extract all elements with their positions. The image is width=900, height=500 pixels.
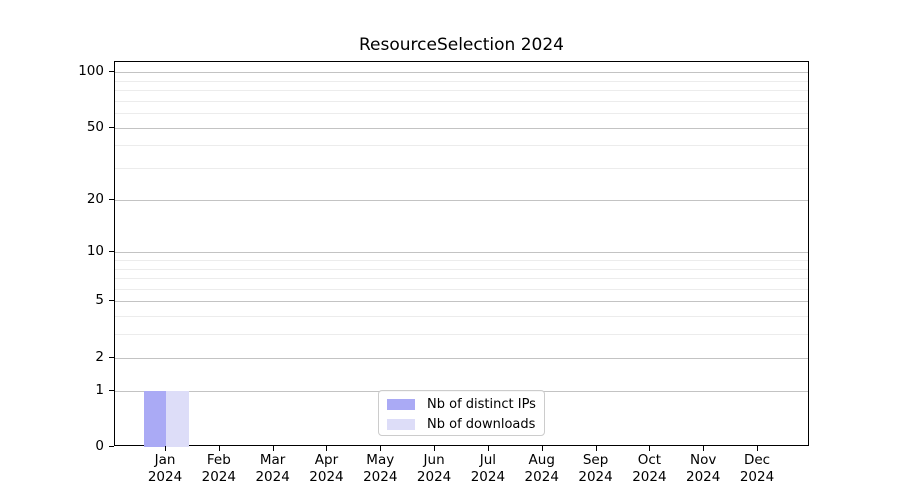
gridline-major [115,127,808,129]
x-tick-label: Jun 2024 [407,452,461,486]
gridline-minor [115,113,808,115]
legend-swatch-nb-of-downloads [387,418,415,430]
x-tick-label: Sep 2024 [569,452,623,486]
legend: Nb of distinct IPs Nb of downloads [378,390,545,436]
x-tick-mark [380,446,382,451]
gridline-minor [115,288,808,290]
x-tick-year: 2024 [632,469,667,485]
x-tick-mark [703,446,705,451]
y-tick-label: 50 [86,118,104,135]
x-tick-label: Oct 2024 [622,452,676,486]
x-tick-label: Apr 2024 [299,452,353,486]
x-tick-mark [272,446,274,451]
gridline-major [115,199,808,201]
y-tick-label: 100 [78,63,104,80]
x-tick-label: Dec 2024 [730,452,784,486]
gridline-major [115,357,808,359]
y-tick-label: 2 [95,348,104,365]
y-tick-mark [109,251,114,253]
legend-swatch-nb-of-distinct-ips [387,398,415,410]
x-tick-label: Nov 2024 [676,452,730,486]
x-tick-year: 2024 [524,469,559,485]
y-tick-mark [109,356,114,358]
y-tick-label: 0 [95,438,104,454]
x-tick-year: 2024 [416,469,452,485]
y-tick-mark [109,126,114,128]
x-tick-month: May [366,452,395,468]
gridline-minor [115,334,808,336]
x-tick-mark [595,446,597,451]
gridline-minor [115,80,808,82]
x-tick-year: 2024 [147,469,183,485]
gridline-minor [115,168,808,170]
x-tick-year: 2024 [255,469,290,485]
y-tick-label: 1 [95,381,104,398]
y-tick-mark [109,71,114,73]
gridline-minor [115,260,808,261]
gridline-major [115,252,808,254]
x-tick-year: 2024 [470,469,506,485]
x-tick-month: Aug [528,452,555,468]
x-tick-month: Oct [637,452,662,468]
x-tick-label: Feb 2024 [192,452,246,486]
legend-row: Nb of distinct IPs [379,394,544,414]
legend-row: Nb of downloads [379,414,544,434]
y-tick-label: 10 [86,243,104,260]
x-tick-mark [218,446,220,451]
bar-nb-of-distinct-ips [143,390,166,447]
y-tick-label: 20 [86,190,104,207]
legend-label: Nb of distinct IPs [427,396,536,412]
gridline-major [115,301,808,303]
x-tick-month: Mar [259,452,286,468]
x-tick-year: 2024 [363,469,398,485]
x-tick-label: Jul 2024 [461,452,515,486]
y-tick-mark [109,300,114,302]
x-tick-month: Jun [423,452,445,468]
x-tick-year: 2024 [739,469,775,485]
x-tick-mark [649,446,651,451]
x-tick-mark [434,446,436,451]
y-tick-mark [109,389,114,391]
gridline-minor [115,268,808,270]
x-tick-mark [541,446,543,451]
gridline-minor [115,90,808,92]
x-tick-label: Jan 2024 [138,452,192,486]
x-tick-month: Jan [154,452,176,468]
gridline-minor [115,145,808,147]
x-tick-label: May 2024 [353,452,407,486]
x-tick-year: 2024 [686,469,721,485]
y-tick-label: 5 [95,292,104,309]
x-tick-month: Sep [582,452,609,468]
gridline-minor [115,278,808,280]
x-tick-month: Jul [479,452,497,468]
x-tick-year: 2024 [309,469,344,485]
x-tick-month: Nov [690,452,717,468]
x-tick-year: 2024 [201,469,236,485]
x-tick-mark [487,446,489,451]
x-tick-mark [326,446,328,451]
gridline-minor [115,316,808,318]
x-tick-month: Feb [206,452,231,468]
gridline-major [115,72,808,74]
x-tick-label: Aug 2024 [515,452,569,486]
x-tick-mark [757,446,759,451]
x-tick-month: Dec [743,452,771,468]
x-tick-month: Apr [314,452,339,468]
chart-title: ResourceSelection 2024 [359,35,564,55]
plot-area: Nb of distinct IPs Nb of downloads [114,61,809,447]
gridline-minor [115,100,808,102]
y-tick-mark [109,446,114,447]
legend-label: Nb of downloads [427,416,536,432]
x-tick-year: 2024 [578,469,613,485]
x-tick-label: Mar 2024 [246,452,300,486]
y-tick-mark [109,198,114,200]
x-tick-mark [165,446,166,451]
bar-nb-of-downloads [166,390,189,447]
